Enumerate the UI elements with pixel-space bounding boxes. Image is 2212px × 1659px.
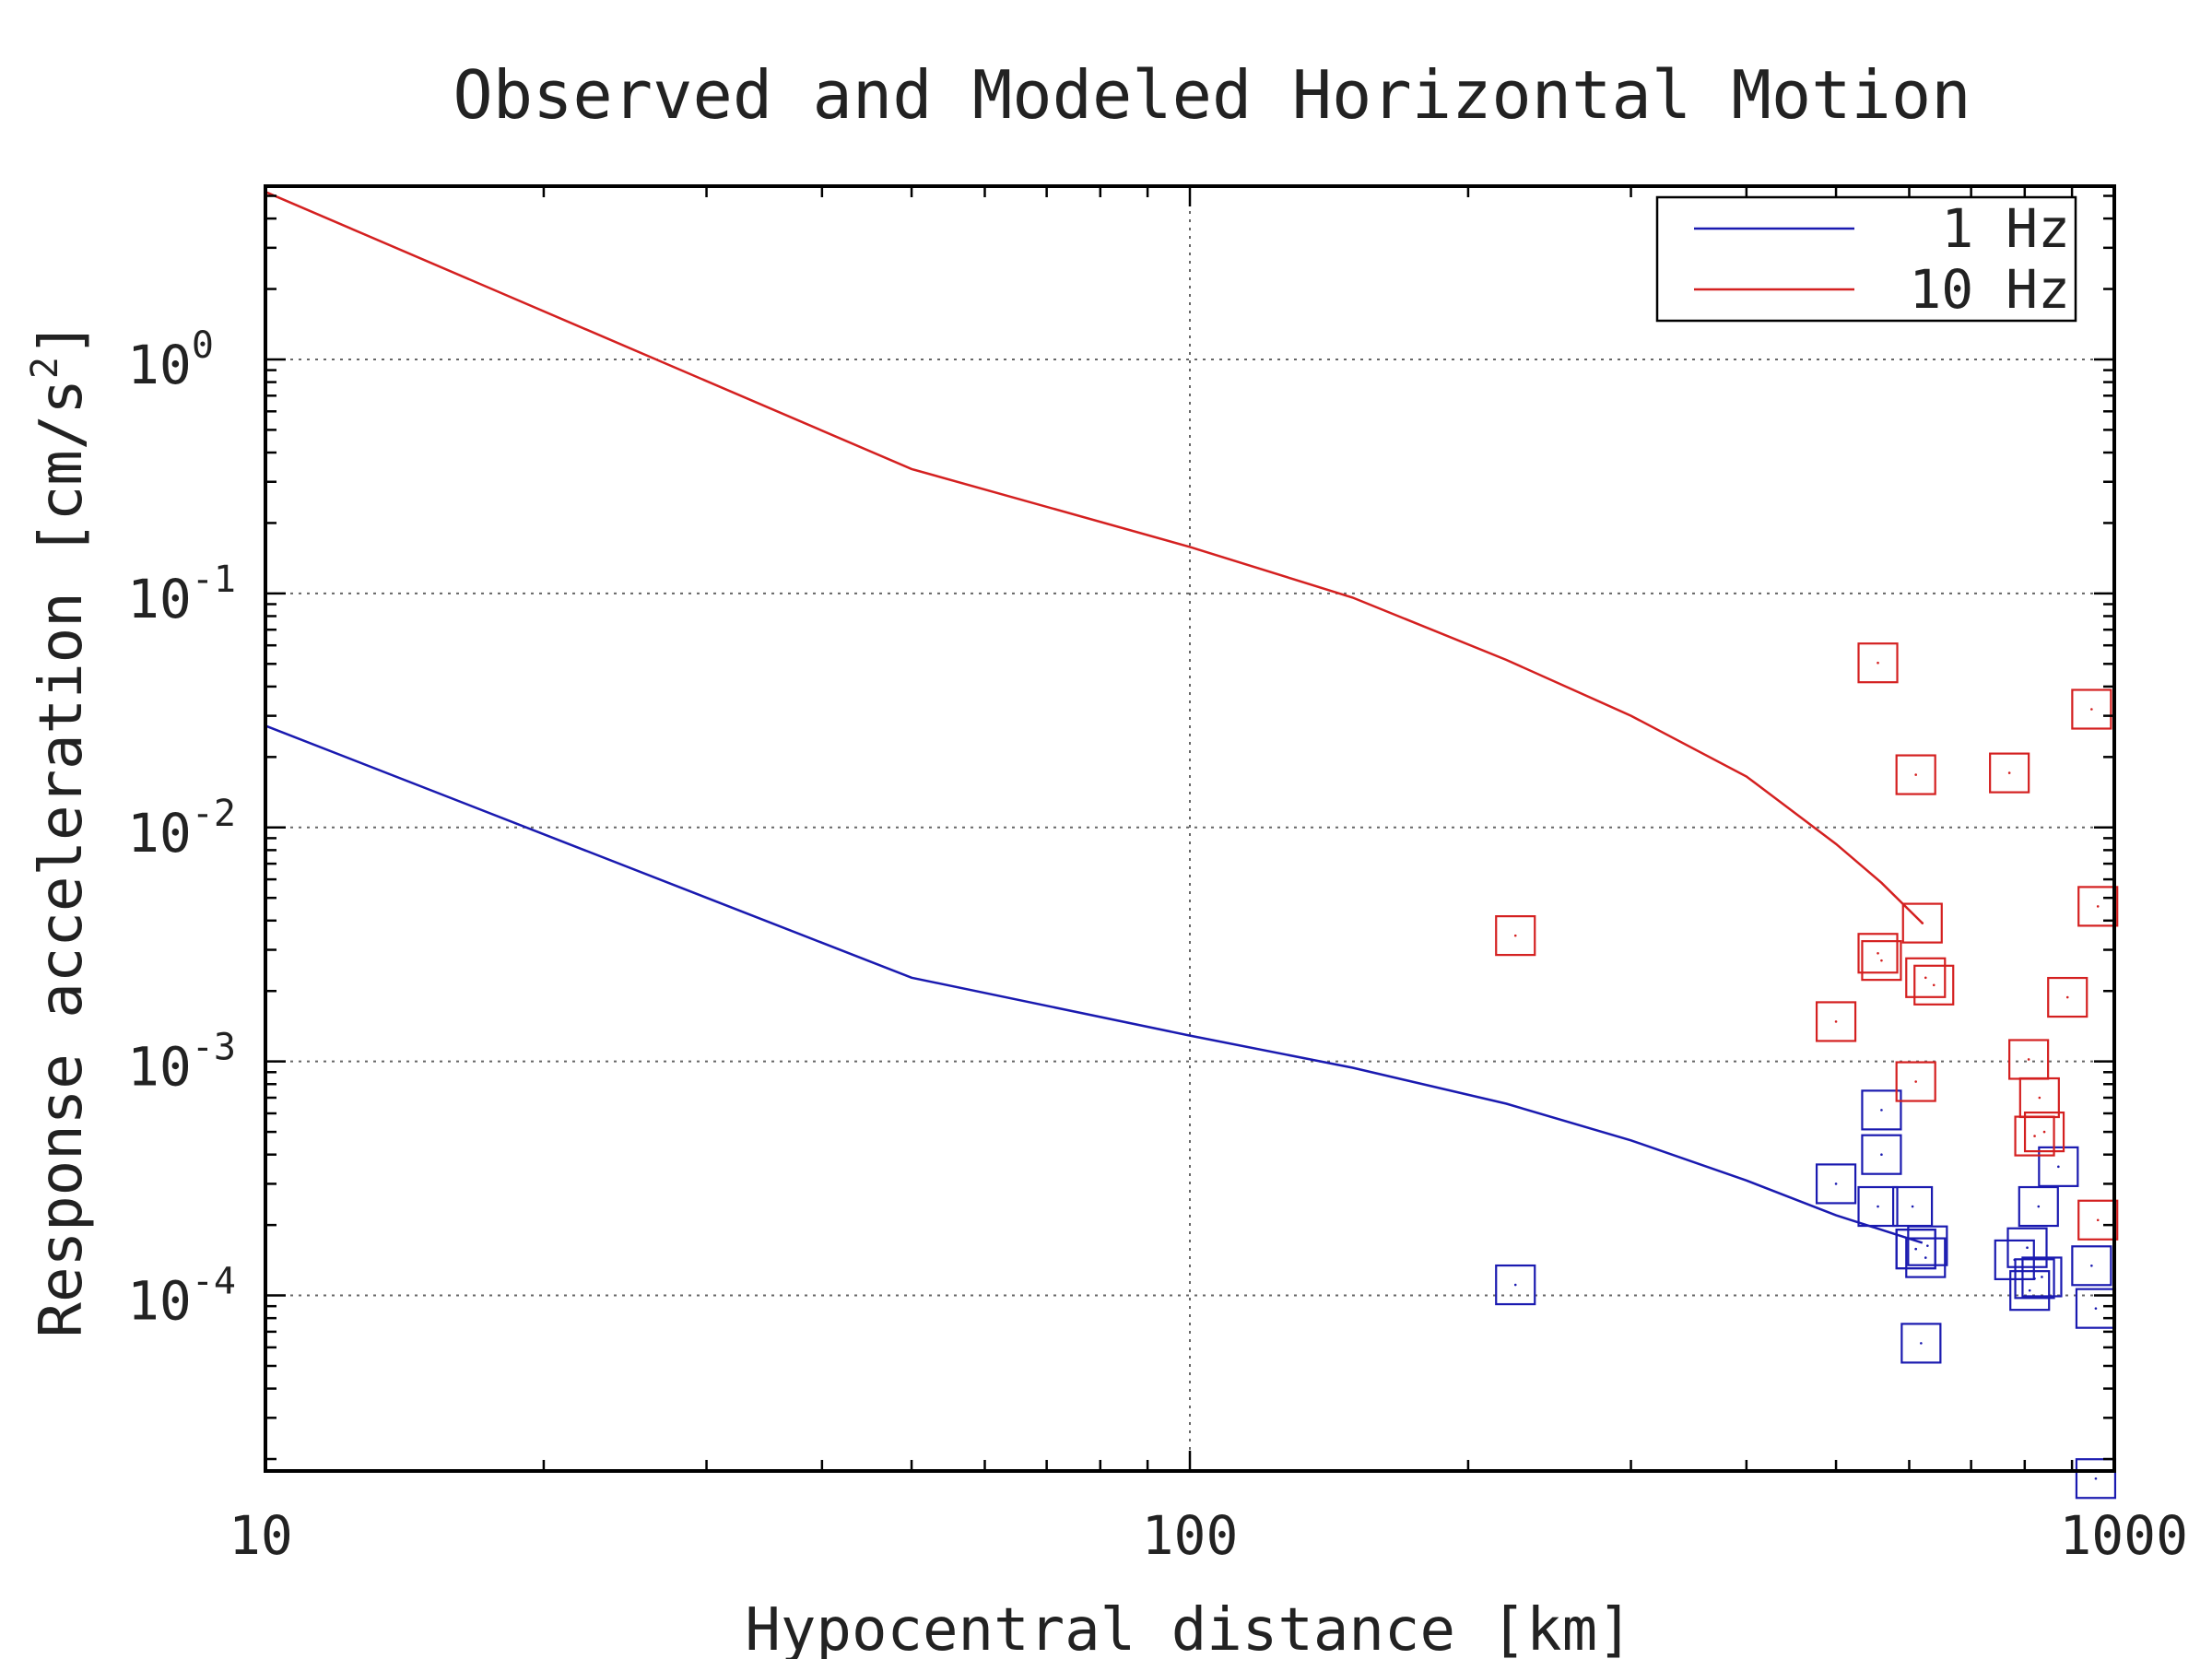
data-point — [2071, 1245, 2112, 1287]
data-series — [265, 191, 2119, 1500]
data-point — [1857, 1185, 1899, 1228]
data-point-center — [2028, 1288, 2031, 1292]
data-point — [1913, 964, 1955, 1006]
data-point-center — [2041, 1276, 2043, 1278]
data-point — [1815, 1163, 1857, 1205]
data-point-center — [1924, 1256, 1927, 1259]
y-tick-label: 10-3 — [127, 1027, 236, 1099]
y-tick-label: 10-4 — [127, 1261, 236, 1333]
data-point — [2047, 976, 2088, 1018]
data-point — [2009, 1270, 2051, 1312]
data-point — [2021, 1256, 2063, 1298]
data-point-center — [1924, 976, 1927, 980]
x-axis-label: Hypocentral distance [km] — [745, 1596, 1632, 1659]
data-point — [1901, 902, 1943, 944]
data-point — [1857, 933, 1899, 974]
legend-label-1hz: 1 Hz — [1941, 197, 2070, 260]
data-point — [1900, 1323, 1942, 1364]
data-point-center — [1932, 983, 1936, 987]
data-point-center — [2027, 1058, 2030, 1061]
data-point-center — [2090, 1264, 2093, 1267]
data-point — [2006, 1227, 2048, 1268]
x-tick-label: 10 — [229, 1504, 293, 1567]
x-tick-label: 100 — [1142, 1504, 1239, 1567]
data-point — [2075, 1458, 2117, 1500]
data-point-center — [1880, 959, 1883, 962]
y-tick-label: 100 — [127, 324, 214, 396]
data-point — [1905, 1237, 1947, 1278]
data-point — [1907, 1225, 1948, 1266]
model-curve-1hz — [265, 724, 1924, 1244]
data-point — [2018, 1077, 2060, 1119]
data-point — [2038, 1146, 2079, 1187]
data-point — [1989, 752, 2030, 794]
data-point-center — [1513, 934, 1517, 937]
data-point — [1815, 1001, 1857, 1042]
data-point-center — [1834, 1182, 1838, 1185]
data-point — [1861, 1134, 1902, 1175]
y-axis-label: Response acceleration [cm/s2] — [24, 322, 96, 1338]
data-point — [2077, 886, 2119, 927]
grid-lines — [265, 186, 2114, 1471]
data-point-center — [2094, 1307, 2098, 1310]
chart-title: Observed and Modeled Horizontal Motion — [453, 56, 1971, 134]
data-point-center — [2026, 1246, 2029, 1250]
y-tick-label: 10-1 — [127, 559, 236, 630]
legend: 1 Hz 10 Hz — [1655, 195, 2077, 323]
y-tick-label: 10-2 — [127, 793, 236, 865]
data-point-center — [2094, 1477, 2098, 1480]
data-point — [1895, 754, 1936, 795]
data-point-center — [1911, 1205, 1914, 1208]
tick-labels: 10 100 1000 100 10-1 10-2 10-3 10-4 — [127, 324, 2188, 1567]
legend-label-10hz: 10 Hz — [1909, 258, 2070, 321]
model-curve-10hz — [265, 191, 1924, 924]
data-point — [1857, 642, 1899, 684]
data-point-center — [1926, 1244, 1929, 1247]
data-point-center — [1920, 1342, 1923, 1345]
data-point-center — [2096, 1218, 2100, 1222]
data-point — [1495, 1264, 1536, 1306]
data-point — [1861, 940, 1902, 982]
data-point-center — [1914, 1080, 1917, 1083]
data-point-center — [1921, 922, 1924, 924]
data-point-center — [2007, 771, 2011, 774]
data-point — [2023, 1111, 2065, 1153]
data-point-center — [2033, 1277, 2036, 1280]
data-point — [2018, 1185, 2059, 1228]
data-point — [1895, 1229, 1936, 1270]
data-point-center — [1914, 773, 1917, 776]
x-tick-label: 1000 — [2059, 1504, 2188, 1567]
data-point-center — [1880, 1109, 1883, 1112]
data-point-center — [1877, 951, 1879, 955]
data-point — [2077, 1199, 2119, 1241]
data-point-center — [2038, 1096, 2041, 1100]
data-point-center — [1877, 661, 1879, 665]
data-point-center — [2057, 1165, 2060, 1169]
legend-box — [1655, 195, 2077, 323]
data-point-center — [1877, 1205, 1879, 1208]
data-point-center — [2042, 1130, 2046, 1134]
data-point-center — [2037, 1205, 2041, 1208]
data-point — [1895, 1061, 1936, 1102]
data-point-center — [2065, 995, 2069, 999]
data-point-center — [2090, 708, 2093, 711]
data-point — [1495, 915, 1536, 957]
data-point — [1861, 1089, 1902, 1131]
data-point-center — [2033, 1135, 2036, 1137]
data-point — [1905, 957, 1947, 998]
data-point-center — [1880, 1153, 1883, 1156]
data-point-center — [2096, 905, 2100, 908]
data-point-center — [1513, 1283, 1517, 1287]
axis-ticks — [264, 186, 2114, 1471]
data-point — [2014, 1258, 2055, 1300]
data-point — [2071, 688, 2112, 730]
data-point-center — [1834, 1020, 1838, 1023]
data-point-center — [1914, 1247, 1917, 1251]
